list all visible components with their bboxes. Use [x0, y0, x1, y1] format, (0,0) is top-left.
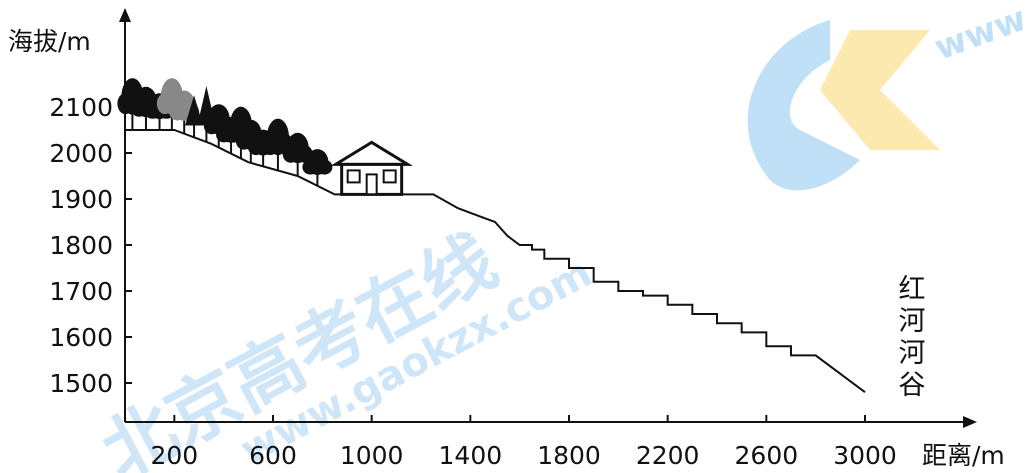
tree-canopy-lobe: [302, 159, 319, 175]
x-tick-label: 2600: [735, 441, 799, 470]
x-tick-label: 2200: [636, 441, 700, 470]
tree-canopy-lobe: [262, 133, 279, 155]
x-tick-label: 1400: [439, 441, 503, 470]
house-icon: [330, 140, 413, 196]
tree-canopy-lobe: [144, 103, 161, 119]
y-axis-arrow: [119, 8, 131, 22]
x-tick-label: 3000: [833, 441, 897, 470]
x-axis-arrow: [963, 416, 977, 428]
x-tick-label: 1000: [340, 441, 404, 470]
y-tick-label: 1500: [49, 369, 113, 398]
watermark-corner-text: www: [929, 0, 1025, 68]
forest-illustration: [117, 78, 333, 186]
valley-label-char: 谷: [899, 370, 926, 401]
house-door: [365, 173, 378, 196]
tree-canopy-lobe: [130, 99, 147, 117]
watermark-layer: www 北京高考在线 www.gaokzx.com: [89, 0, 1025, 473]
y-tick-label: 2100: [49, 93, 113, 122]
valley-label-char: 河: [899, 306, 926, 337]
y-tick-label: 1900: [49, 185, 113, 214]
x-tick-label: 200: [150, 441, 198, 470]
conifer-tree-icon: [185, 95, 204, 126]
tree-canopy-lobe: [169, 102, 186, 121]
y-tick-label: 1800: [49, 231, 113, 260]
house-roof: [330, 140, 413, 166]
valley-label: 红河河谷: [899, 274, 926, 401]
x-axis-label: 距离/m: [922, 441, 1005, 470]
watermark-logo-blue-arc: [747, 20, 860, 191]
elevation-profile-line: [125, 129, 866, 394]
y-tick-label: 1700: [49, 277, 113, 306]
tree-canopy-lobe: [235, 132, 252, 150]
tree-canopy-lobe: [117, 93, 134, 115]
x-tick-label: 600: [249, 441, 297, 470]
y-tick-label: 1600: [49, 323, 113, 352]
tree-canopy-lobe: [282, 145, 299, 163]
valley-label-char: 红: [899, 274, 926, 305]
valley-label-char: 河: [899, 338, 926, 369]
tree-canopy-lobe: [248, 140, 265, 156]
tree-canopy-lobe: [156, 93, 173, 115]
y-axis-label: 海拔/m: [8, 27, 91, 56]
watermark-logo-orange-chevron: [820, 30, 940, 150]
x-ticks: 200 600 1000 1400 1800 2200 2600 3000: [150, 415, 897, 470]
tree-canopy-lobe: [203, 116, 220, 135]
y-ticks: 1500 1600 1700 1800 1900 2000 2100: [49, 93, 132, 398]
house-window-right: [382, 169, 397, 184]
x-tick-label: 1800: [537, 441, 601, 470]
tree-canopy-lobe: [316, 159, 333, 175]
axes: 海拔/m 距离/m: [8, 8, 1005, 470]
house-window-left: [346, 169, 361, 184]
y-tick-label: 2000: [49, 139, 113, 168]
